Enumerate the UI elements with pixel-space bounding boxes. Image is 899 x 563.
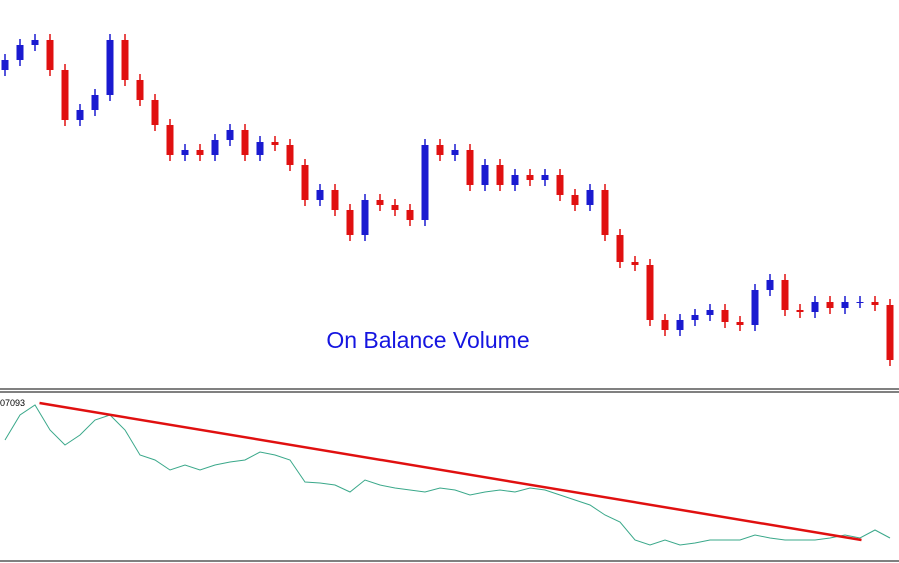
candle-body [481,165,489,185]
candle-body [646,265,654,320]
candle-body [241,130,249,155]
candle-body [676,320,684,330]
candle-body [76,110,84,120]
candle-body [16,45,24,60]
candle-body [406,210,414,220]
candle-body [706,310,714,315]
candle-body [151,100,159,125]
candle-body [841,302,849,308]
candle-body [271,142,279,145]
candle-body [781,280,789,310]
candle-body [436,145,444,155]
candle-body [181,150,189,155]
candle-body [601,190,609,235]
candle-body [166,125,174,155]
candle-body [736,322,744,325]
candle-body [1,60,9,70]
candle-body [31,40,39,45]
candle-body [331,190,339,210]
candle-body [421,145,429,220]
candle-body [811,302,819,312]
candle-body [196,150,204,155]
candle-body [226,130,234,140]
candle-body [46,40,54,70]
candle-body [346,210,354,235]
candle-body [766,280,774,290]
candle-body [691,315,699,320]
candle-body [661,320,669,330]
candle-body [556,175,564,195]
trend-line [39,401,862,542]
candle-body [751,290,759,325]
candle-body [376,200,384,205]
candle-body [856,302,864,303]
candle-body [121,40,129,80]
candle-body [826,302,834,308]
candle-body [541,175,549,180]
candle-body [871,302,879,305]
indicator-label: 07093 [0,398,25,408]
candle-body [886,305,894,360]
candle-body [451,150,459,155]
candle-body [721,310,729,322]
candle-body [61,70,69,120]
candle-body [301,165,309,200]
candle-body [571,195,579,205]
candle-body [286,145,294,165]
candle-body [496,165,504,185]
candle-body [631,262,639,265]
candle-body [511,175,519,185]
candle-body [136,80,144,100]
candle-body [91,95,99,110]
candle-body [316,190,324,200]
candle-body [526,175,534,180]
candle-body [466,150,474,185]
candle-body [796,310,804,312]
obv-line [4,404,891,546]
candle-body [586,190,594,205]
candle-body [256,142,264,155]
candle-body [616,235,624,262]
candle-body [361,200,369,235]
candle-body [211,140,219,155]
candle-body [106,40,114,95]
candle-body [391,205,399,210]
chart-title: On Balance Volume [326,327,529,353]
